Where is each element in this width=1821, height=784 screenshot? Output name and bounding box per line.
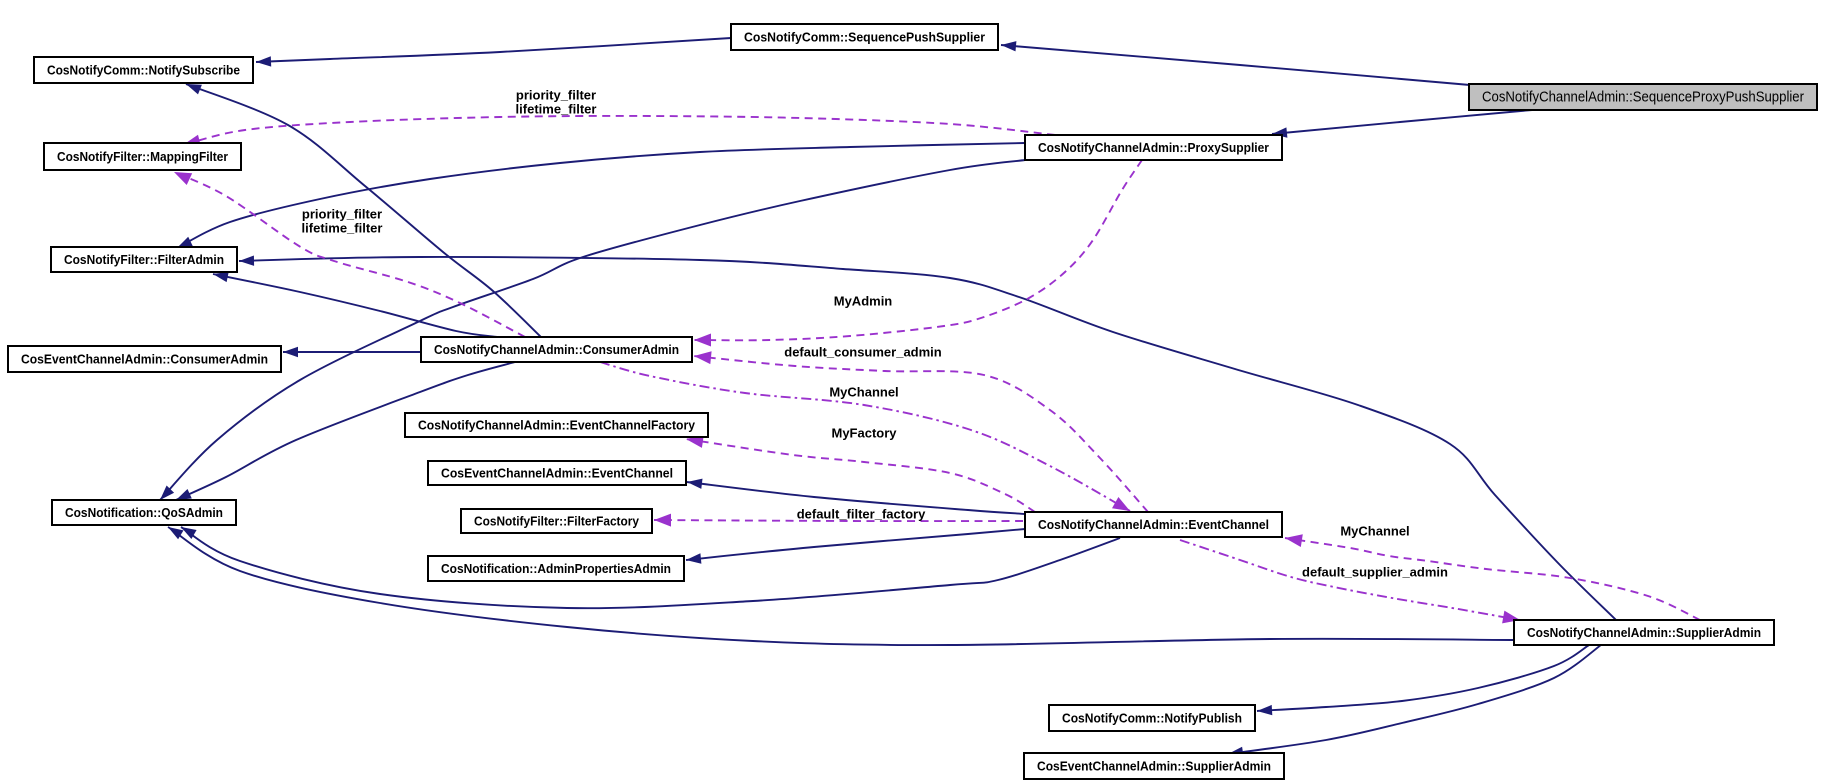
- svg-text:CosEventChannelAdmin::EventCha: CosEventChannelAdmin::EventChannel: [441, 466, 673, 481]
- svg-text:CosNotifyFilter::MappingFilter: CosNotifyFilter::MappingFilter: [57, 149, 228, 164]
- svg-text:MyChannel: MyChannel: [829, 385, 898, 400]
- svg-text:MyAdmin: MyAdmin: [834, 294, 893, 309]
- svg-text:CosNotifyComm::NotifySubscribe: CosNotifyComm::NotifySubscribe: [47, 63, 240, 78]
- svg-text:priority_filter: priority_filter: [302, 207, 382, 222]
- svg-text:CosNotifyComm::NotifyPublish: CosNotifyComm::NotifyPublish: [1062, 711, 1242, 726]
- svg-text:MyChannel: MyChannel: [1340, 524, 1409, 539]
- svg-text:CosNotifyChannelAdmin::Supplie: CosNotifyChannelAdmin::SupplierAdmin: [1527, 625, 1761, 640]
- svg-text:CosNotifyChannelAdmin::EventCh: CosNotifyChannelAdmin::EventChannel: [1038, 517, 1269, 532]
- svg-text:CosNotifyChannelAdmin::Sequenc: CosNotifyChannelAdmin::SequenceProxyPush…: [1482, 89, 1804, 106]
- svg-text:CosNotifyFilter::FilterAdmin: CosNotifyFilter::FilterAdmin: [64, 252, 224, 267]
- svg-text:CosNotifyChannelAdmin::Consume: CosNotifyChannelAdmin::ConsumerAdmin: [434, 342, 679, 357]
- svg-text:priority_filter: priority_filter: [516, 88, 596, 103]
- svg-text:CosEventChannelAdmin::Supplier: CosEventChannelAdmin::SupplierAdmin: [1037, 759, 1271, 774]
- svg-text:CosNotification::AdminProperti: CosNotification::AdminPropertiesAdmin: [441, 561, 671, 576]
- svg-text:CosNotification::QoSAdmin: CosNotification::QoSAdmin: [65, 505, 223, 520]
- svg-text:CosNotifyChannelAdmin::EventCh: CosNotifyChannelAdmin::EventChannelFacto…: [418, 418, 696, 433]
- svg-text:default_supplier_admin: default_supplier_admin: [1302, 565, 1448, 580]
- svg-text:CosEventChannelAdmin::Consumer: CosEventChannelAdmin::ConsumerAdmin: [21, 352, 268, 367]
- svg-text:default_consumer_admin: default_consumer_admin: [784, 345, 942, 360]
- svg-text:CosNotifyChannelAdmin::ProxySu: CosNotifyChannelAdmin::ProxySupplier: [1038, 140, 1269, 155]
- svg-text:lifetime_filter: lifetime_filter: [302, 221, 383, 236]
- svg-text:lifetime_filter: lifetime_filter: [516, 102, 597, 117]
- svg-text:MyFactory: MyFactory: [831, 426, 897, 441]
- svg-text:default_filter_factory: default_filter_factory: [797, 507, 926, 522]
- svg-text:CosNotifyFilter::FilterFactory: CosNotifyFilter::FilterFactory: [474, 514, 640, 529]
- svg-text:CosNotifyComm::SequencePushSup: CosNotifyComm::SequencePushSupplier: [744, 30, 985, 45]
